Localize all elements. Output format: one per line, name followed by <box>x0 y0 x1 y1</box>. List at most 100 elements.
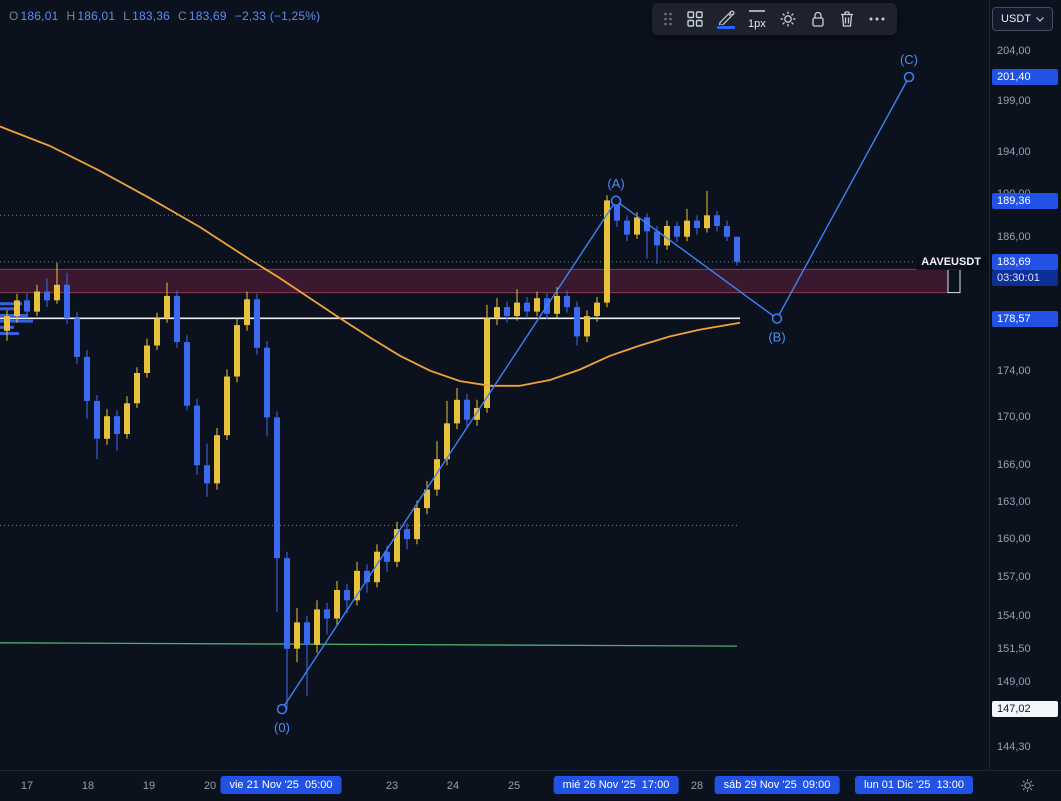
layout-grid-button[interactable] <box>686 10 704 28</box>
candle-body <box>104 416 110 439</box>
support-line-green[interactable] <box>0 642 738 647</box>
pencil-icon <box>718 9 735 25</box>
price-axis-label: 174,00 <box>997 365 1031 377</box>
time-axis-label: 17 <box>20 780 34 792</box>
candle-body <box>234 325 240 377</box>
band-range-handle[interactable] <box>947 268 961 294</box>
wave-point-label: (C) <box>900 52 918 67</box>
drag-dots-icon <box>664 12 672 26</box>
price-axis-label: 170,00 <box>997 411 1031 423</box>
candle-body <box>64 284 70 319</box>
symbol-price-tag: AAVEUSDT <box>916 255 986 270</box>
ellipsis-icon <box>869 17 885 21</box>
candle-body <box>444 423 450 460</box>
wave-projection-line[interactable] <box>281 76 910 710</box>
price-axis-label: 199,00 <box>997 95 1031 107</box>
drawing-settings-button[interactable] <box>779 10 797 28</box>
wave-anchor-point[interactable] <box>771 313 783 324</box>
change-value: −2,33 (−1,25%) <box>234 9 321 23</box>
left-profile-bar <box>0 302 22 306</box>
price-axis-label: 166,00 <box>997 459 1031 471</box>
candle-body <box>664 226 670 246</box>
candle-body <box>54 284 60 301</box>
time-axis-highlight-label: lun 01 Dic '25 13:00 <box>855 776 973 794</box>
candlestick-chart[interactable]: (0) (A) (B) (C) <box>0 0 990 771</box>
lock-icon <box>812 11 824 27</box>
left-profile-bar <box>0 307 15 311</box>
delete-drawing-button[interactable] <box>839 10 855 28</box>
candle-body <box>584 316 590 337</box>
wave-anchor-point[interactable] <box>903 71 915 83</box>
open-label: O <box>9 9 19 23</box>
axis-settings-gear-icon[interactable] <box>1020 778 1035 793</box>
time-axis[interactable]: 17 18 19 20 vie 21 Nov '25 05:00 23 24 25 mié 26… <box>0 770 1061 801</box>
bar-countdown-label: 03:30:01 <box>992 270 1058 286</box>
price-axis-label: 160,00 <box>997 533 1031 545</box>
trash-icon <box>840 11 853 27</box>
tool-color-swatch <box>717 25 735 29</box>
candle-body <box>654 231 660 246</box>
line-width-button[interactable]: 1px <box>748 9 766 30</box>
high-value: 186,01 <box>77 9 116 23</box>
wave-point-label: (B) <box>768 330 785 345</box>
candle-body <box>4 316 10 331</box>
candle-body <box>254 299 260 348</box>
time-axis-highlight-label: mié 26 Nov '25 17:00 <box>553 776 679 794</box>
wave-anchor-point[interactable] <box>610 195 622 207</box>
candle-body <box>294 622 300 649</box>
candle-body <box>624 220 630 235</box>
price-axis-highlight-label: 147,02 <box>992 701 1058 717</box>
high-label: H <box>66 9 76 23</box>
price-axis-label: 186,00 <box>997 231 1031 243</box>
candle-body <box>224 376 230 436</box>
chart-pane[interactable]: (0) (A) (B) (C) AAVEUSDT <box>0 0 990 771</box>
time-axis-label: 24 <box>446 780 460 792</box>
candle-body <box>504 307 510 317</box>
currency-dropdown[interactable]: USDT <box>992 7 1053 31</box>
wave-anchor-point[interactable] <box>276 703 288 715</box>
candle-body <box>534 298 540 312</box>
candle-body <box>244 299 250 326</box>
candle-body <box>694 220 700 229</box>
low-value: 183,36 <box>132 9 171 23</box>
resistance-band[interactable] <box>0 269 948 293</box>
price-axis-label: 154,00 <box>997 610 1031 622</box>
lock-drawing-button[interactable] <box>810 10 826 28</box>
line-width-value: 1px <box>748 17 766 30</box>
time-axis-highlight-label: sáb 29 Nov '25 09:00 <box>714 776 840 794</box>
more-options-button[interactable] <box>868 16 886 22</box>
price-axis-label: 151,50 <box>997 643 1031 655</box>
candle-body <box>494 307 500 319</box>
moving-average-line[interactable] <box>0 125 741 387</box>
candle-body <box>674 226 680 237</box>
candle-body <box>34 291 40 312</box>
toolbar-drag-handle[interactable] <box>663 12 673 26</box>
candle-body <box>144 345 150 373</box>
candle-body <box>594 302 600 316</box>
candle-body <box>314 609 320 645</box>
price-axis-label: 157,00 <box>997 571 1031 583</box>
candle-body <box>214 435 220 484</box>
candle-body <box>394 529 400 562</box>
candle-body <box>474 408 480 420</box>
candle-body <box>124 403 130 434</box>
candle-body <box>344 590 350 601</box>
drawing-tool-button[interactable] <box>717 9 735 29</box>
wave-point-label: (0) <box>274 720 290 735</box>
close-value: 183,69 <box>188 9 227 23</box>
time-axis-highlight-label: vie 21 Nov '25 05:00 <box>220 776 342 794</box>
price-axis-highlight-label: 189,36 <box>992 193 1058 209</box>
candle-body <box>114 416 120 434</box>
close-label: C <box>178 9 187 23</box>
chevron-down-icon <box>1036 16 1044 22</box>
candle-body <box>704 215 710 229</box>
candle-body <box>724 226 730 237</box>
time-axis-label: 19 <box>142 780 156 792</box>
candle-body <box>384 551 390 562</box>
candle-body <box>364 570 370 583</box>
candle-body <box>264 347 270 418</box>
candle-body <box>84 356 90 401</box>
left-profile-bar <box>0 332 19 335</box>
candle-body <box>324 609 330 619</box>
price-axis[interactable]: 204,00201,40199,00194,00190,00189,36186,… <box>989 0 1061 771</box>
